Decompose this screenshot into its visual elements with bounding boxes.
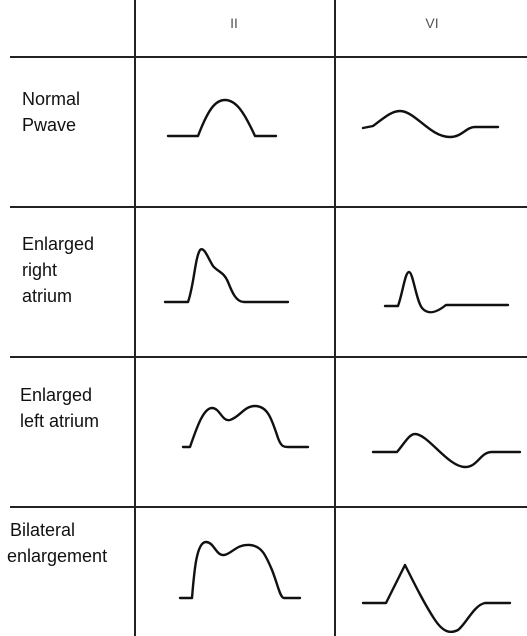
waveform [166, 98, 278, 138]
waveform [181, 404, 310, 449]
waveform [383, 270, 510, 314]
row-label: left atrium [20, 411, 99, 431]
waveform [361, 563, 512, 634]
row-label: Bilateral [10, 520, 75, 540]
waveform [178, 540, 302, 600]
row-label: enlargement [7, 546, 107, 566]
row-label: right [22, 260, 57, 280]
row-label: Enlarged [20, 385, 92, 405]
waveform [361, 109, 500, 139]
column-header: VI [425, 15, 438, 31]
waveform [371, 432, 522, 469]
row-label: Enlarged [22, 234, 94, 254]
row-label: Pwave [22, 115, 76, 135]
row-label: Normal [22, 89, 80, 109]
column-header: II [230, 15, 238, 31]
row-label: atrium [22, 286, 72, 306]
waveform [163, 248, 290, 304]
